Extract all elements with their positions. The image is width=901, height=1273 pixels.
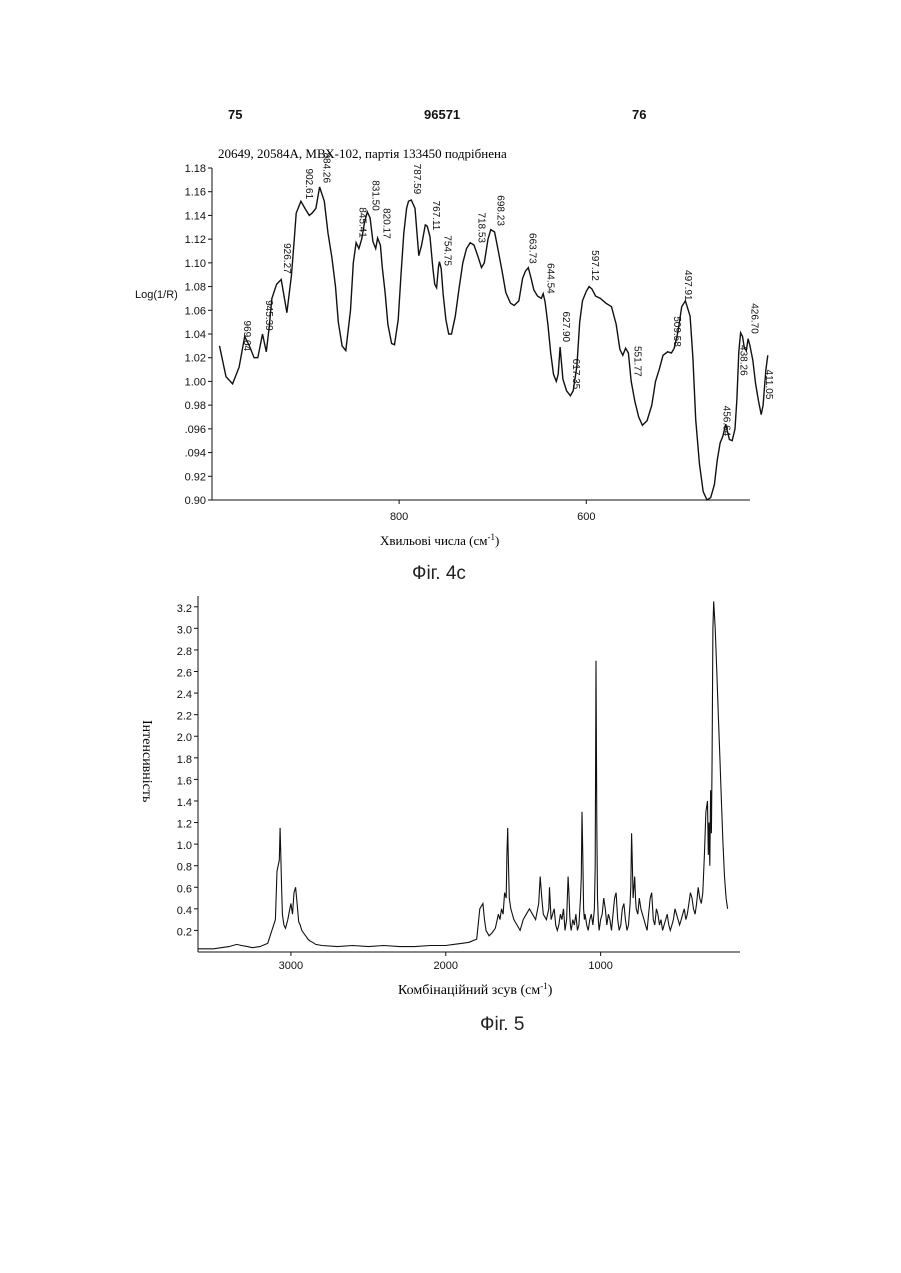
y-tick-label: 2.2 [177,711,192,723]
y-tick-label: 0.4 [177,905,192,917]
y-tick-label: 1.0 [177,840,192,852]
figure-5-caption: Фіг. 5 [480,1014,524,1036]
y-tick-label: 2.4 [177,689,192,701]
y-tick-label: 0.6 [177,883,192,895]
y-tick-label: 1.2 [177,819,192,831]
y-tick-label: 2.6 [177,668,192,680]
y-tick-label: 2.8 [177,646,192,658]
y-tick-label: 1.8 [177,754,192,766]
y-tick-label: 1.4 [177,797,192,809]
y-axis-label: Інтенсивність [139,720,154,802]
y-tick-label: 2.0 [177,732,192,744]
x-axis-label: Комбінаційний зсув (см-1) [398,981,553,998]
y-tick-label: 3.2 [177,603,192,615]
y-tick-label: 0.8 [177,862,192,874]
y-tick-label: 0.2 [177,926,192,938]
raman-spectrum-chart: 3.2 3.0 2.8 2.6 2.4 2.2 2.0 1.8 1.6 1.4 1.2 1.0 0.8 0… [0,0,901,1010]
x-tick-label: 1000 [588,960,612,972]
y-tick-label: 1.6 [177,775,192,787]
x-tick-label: 2000 [434,960,458,972]
x-tick-label: 3000 [279,960,303,972]
spectrum-line [198,601,728,948]
y-tick-label: 3.0 [177,624,192,636]
